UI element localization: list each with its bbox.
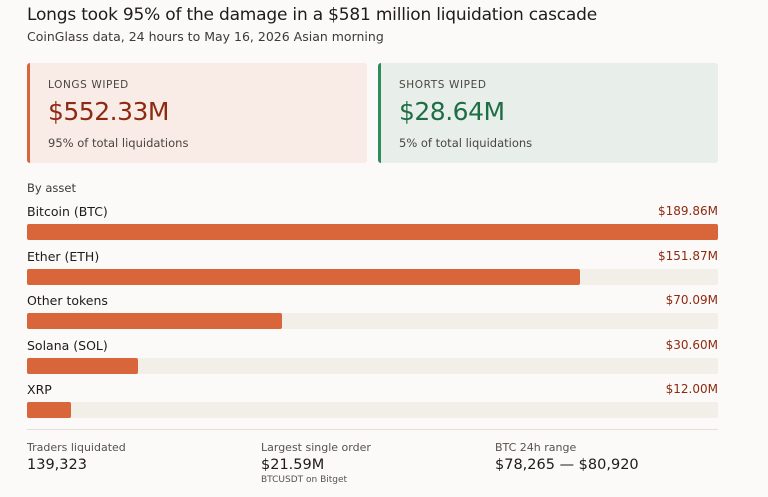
asset-value-label: $12.00M [665, 382, 718, 396]
bar-track [27, 224, 718, 240]
asset-value-label: $151.87M [658, 248, 718, 263]
bar-fill [27, 313, 283, 329]
traders-liquidated-value: 139,323 [27, 457, 87, 473]
shorts-wiped-label: SHORTS WIPED [399, 79, 487, 91]
bar-track [27, 268, 718, 285]
asset-value-label: $70.09M [665, 293, 718, 307]
stats-divider [27, 429, 718, 430]
bar-fill [27, 402, 71, 418]
longs-wiped-label: LONGS WIPED [48, 79, 129, 91]
traders-liquidated-stat: Traders liquidated 139,323 [27, 441, 126, 473]
btc-range-stat: BTC 24h range $78,265 — $80,920 [495, 441, 639, 473]
btc-range-value: $78,265 — $80,920 [495, 457, 639, 473]
largest-order-stat: Largest single order $21.59M BTCUSDT on … [261, 441, 371, 485]
largest-order-value: $21.59M [261, 457, 325, 473]
by-asset-label: By asset [27, 181, 76, 195]
asset-value-label: $189.86M [658, 204, 718, 218]
asset-name: Ether (ETH) [27, 248, 100, 264]
asset-row: Solana (SOL) $30.60M [27, 338, 718, 378]
asset-value-label: $30.60M [665, 337, 718, 352]
asset-row: XRP $12.00M [27, 382, 718, 422]
bar-fill [27, 224, 718, 240]
asset-row: Bitcoin (BTC) $189.86M [27, 204, 718, 244]
asset-name: Bitcoin (BTC) [27, 204, 108, 219]
bar-track [27, 357, 718, 374]
btc-range-label: BTC 24h range [495, 441, 577, 454]
bar-fill [27, 357, 139, 374]
longs-wiped-card: LONGS WIPED $552.33M 95% of total liquid… [27, 63, 367, 163]
longs-wiped-value: $552.33M [48, 97, 169, 126]
traders-liquidated-label: Traders liquidated [27, 441, 126, 454]
largest-order-note: BTCUSDT on Bitget [261, 475, 348, 485]
bar-track [27, 313, 718, 329]
longs-wiped-share: 95% of total liquidations [48, 136, 189, 150]
shorts-wiped-value: $28.64M [399, 97, 505, 126]
asset-name: Solana (SOL) [27, 337, 108, 353]
bar-track [27, 402, 718, 418]
shorts-wiped-card: SHORTS WIPED $28.64M 5% of total liquida… [378, 63, 718, 163]
asset-row: Ether (ETH) $151.87M [27, 249, 718, 289]
asset-name: Other tokens [27, 293, 108, 308]
asset-name: XRP [27, 382, 52, 397]
largest-order-label: Largest single order [261, 441, 371, 454]
shorts-wiped-share: 5% of total liquidations [399, 136, 533, 150]
bar-fill [27, 268, 580, 285]
page-title: Longs took 95% of the damage in a $581 m… [27, 5, 598, 25]
page-subtitle: CoinGlass data, 24 hours to May 16, 2026… [27, 29, 384, 44]
asset-row: Other tokens $70.09M [27, 293, 718, 333]
